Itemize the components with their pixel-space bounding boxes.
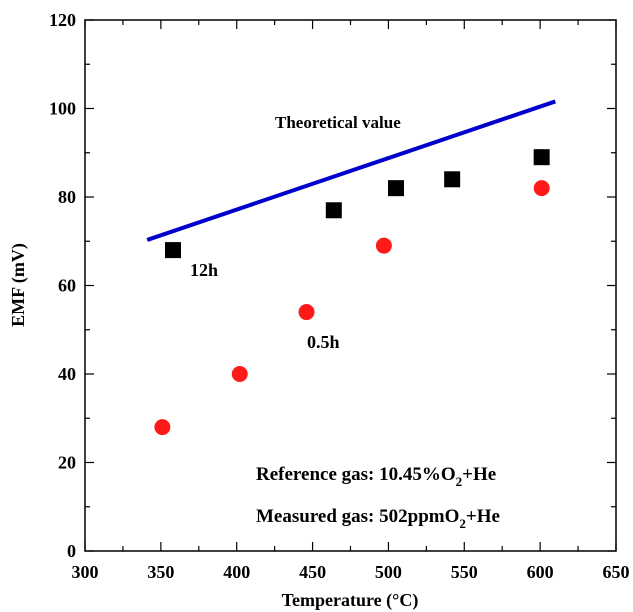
x-tick-labels: 300 350 400 450 500 550 600 650 — [72, 562, 630, 582]
data-point-0-5h — [375, 237, 392, 254]
y-tick-label: 40 — [58, 364, 76, 384]
data-point-0-5h — [298, 304, 315, 321]
x-axis-label: Temperature (°C) — [282, 590, 419, 611]
measured-gas-note: Measured gas: 502ppmO2+He — [256, 506, 500, 531]
data-point-12h — [388, 180, 405, 197]
x-tick-label: 600 — [527, 562, 554, 582]
series-label-0-5h: 0.5h — [307, 332, 340, 352]
y-tick-label: 80 — [58, 187, 76, 207]
y-tick-labels: 0 20 40 60 80 100 120 — [49, 10, 76, 561]
y-axis-label: EMF (mV) — [8, 243, 29, 327]
theoretical-value-line — [146, 99, 556, 242]
data-point-0-5h — [154, 419, 171, 436]
y-tick-label: 0 — [67, 541, 76, 561]
x-tick-label: 650 — [603, 562, 630, 582]
data-point-0-5h — [231, 366, 248, 382]
x-tick-label: 450 — [299, 562, 326, 582]
x-tick-label: 400 — [223, 562, 250, 582]
x-tick-label: 350 — [147, 562, 174, 582]
y-tick-label: 60 — [58, 276, 76, 296]
x-tick-label: 500 — [375, 562, 402, 582]
y-tick-label: 100 — [49, 99, 76, 119]
data-point-12h — [533, 149, 550, 166]
data-point-12h — [164, 242, 181, 259]
y-tick-label: 120 — [49, 10, 76, 30]
series-layer — [146, 99, 556, 436]
data-point-0-5h — [533, 180, 550, 197]
data-point-12h — [444, 171, 461, 188]
series-label-12h: 12h — [190, 260, 218, 280]
reference-gas-note: Reference gas: 10.45%O2+He — [256, 464, 496, 489]
x-tick-label: 300 — [72, 562, 99, 582]
axis-ticks — [84, 19, 617, 552]
y-tick-label: 20 — [58, 453, 76, 473]
x-tick-label: 550 — [451, 562, 478, 582]
data-point-12h — [325, 202, 342, 219]
theoretical-value-label: Theoretical value — [275, 113, 401, 132]
